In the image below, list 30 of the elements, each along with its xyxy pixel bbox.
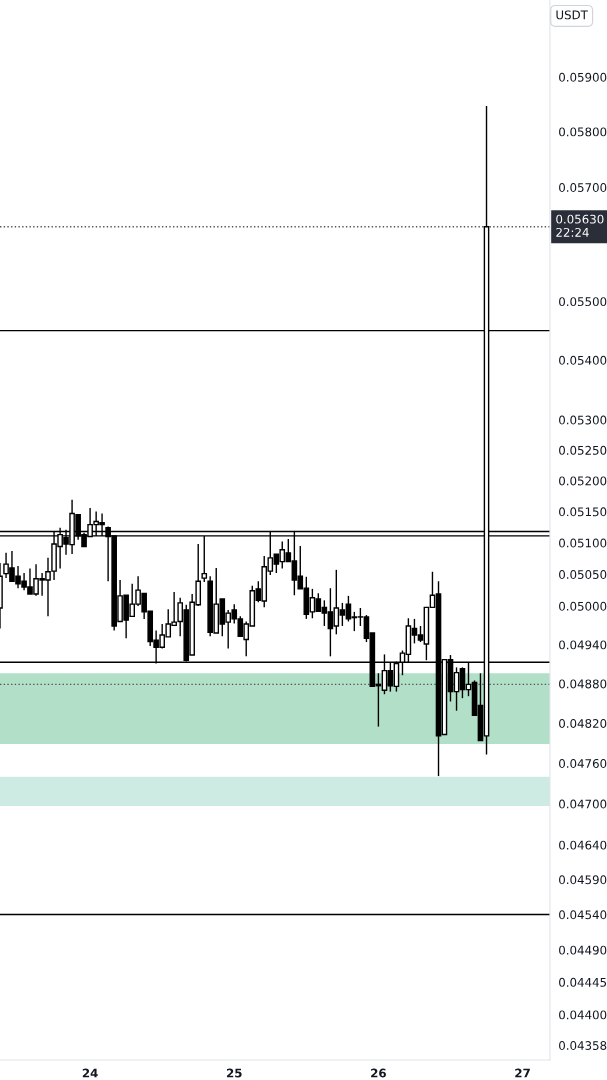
y-tick-label: 0.05000 <box>559 601 607 611</box>
y-tick-label: 0.05200 <box>559 476 607 486</box>
y-tick-label: 0.04700 <box>559 799 607 809</box>
y-tick-label: 0.04358 <box>559 1041 607 1050</box>
y-tick-label: 0.05250 <box>559 445 607 455</box>
y-tick-label: 0.05800 <box>559 127 607 137</box>
y-tick-label: 0.04590 <box>559 875 607 885</box>
y-tick-label: 0.04760 <box>559 759 607 768</box>
text: 0.05630 22:24 <box>556 214 604 237</box>
y-axis-title: USDT <box>556 10 588 20</box>
y-tick-label: 0.04400 <box>559 1010 607 1020</box>
y-tick-label: 0.04490 <box>559 945 607 955</box>
x-tick-label: 24 <box>82 1068 98 1078</box>
y-tick-label: 0.05300 <box>559 415 607 425</box>
y-tick-label: 0.04445 <box>559 977 607 987</box>
x-tick-label: 26 <box>371 1068 386 1078</box>
y-tick-label: 0.05400 <box>559 355 607 365</box>
y-tick-label: 0.05700 <box>559 183 607 192</box>
y-tick-label: 0.05150 <box>559 507 607 517</box>
y-tick-label: 0.04640 <box>559 840 607 850</box>
y-tick-label: 0.05900 <box>559 72 607 82</box>
x-tick-label: 27 <box>515 1068 530 1078</box>
y-tick-label: 0.05100 <box>559 538 607 548</box>
y-tick-label: 0.04880 <box>559 679 607 689</box>
y-tick-label: 0.04940 <box>559 640 607 650</box>
y-tick-label: 0.04820 <box>559 718 607 728</box>
y-tick-label: 0.04540 <box>559 910 607 920</box>
y-tick-label: 0.05050 <box>559 570 607 579</box>
y-tick-label: 0.05500 <box>559 297 607 307</box>
x-tick-label: 25 <box>226 1068 242 1078</box>
